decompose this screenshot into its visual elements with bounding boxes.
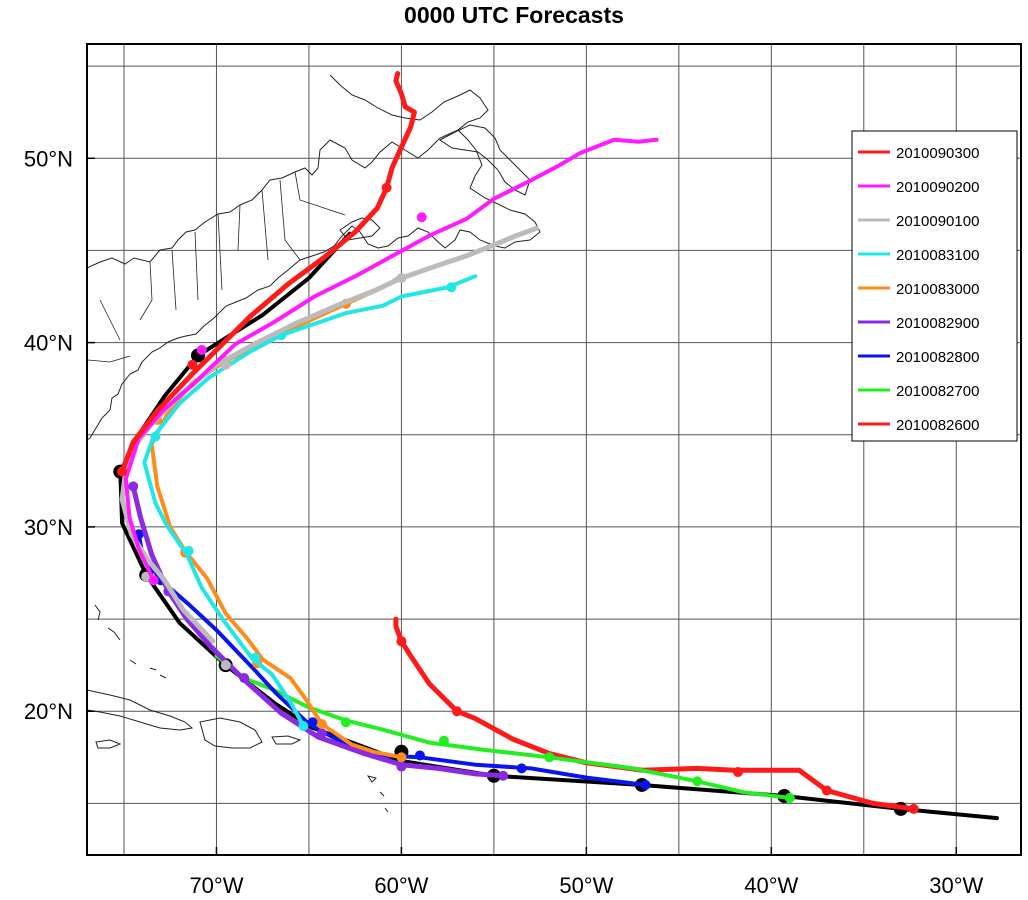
track-line [136,532,648,787]
legend: 2010090300 2010090200 2010090100 2010083100… [851,130,1018,442]
coastline-newfoundland [439,124,531,196]
track-2010082800 [133,529,651,790]
track-2010090100 [119,225,539,671]
coastline-outlines [87,74,541,813]
track-marker [148,575,159,586]
track-marker [733,767,744,778]
coastline-cuba [87,689,194,731]
track-marker [438,735,449,746]
track-marker [239,673,250,684]
track-marker [298,720,309,731]
track-marker [416,212,427,223]
y-tick-label: 40°N [24,331,73,356]
x-tick-label: 30°W [929,873,983,898]
track-line [393,616,917,812]
x-tick-label: 40°W [744,873,798,898]
legend-label: 2010082800 [896,349,979,366]
track-marker [516,763,527,774]
track-2010082900 [128,481,509,781]
track-marker [784,792,795,803]
track-marker [396,273,407,284]
track-marker [498,770,509,781]
track-marker [692,776,703,787]
coastline-small-islands [129,659,167,679]
track-2010083100 [142,274,478,731]
track-marker [128,481,139,492]
track-marker [316,728,327,739]
track-marker [396,636,407,647]
coastline-puerto-rico [271,735,302,745]
x-tick-label: 50°W [559,873,613,898]
coastline-jamaica [95,739,122,749]
track-marker [150,431,161,442]
x-tick-label: 60°W [374,873,428,898]
track-marker [187,359,198,370]
track-marker [396,752,407,763]
track-marker [446,282,457,293]
legend-label: 2010090300 [896,145,979,162]
legend-label: 2010090200 [896,179,979,196]
track-marker [117,466,128,477]
forecast-tracks [113,71,999,821]
legend-label: 2010082900 [896,315,979,332]
axis-labels: 70°W 60°W 50°W 40°W 30°W 50°N 40°N 30°N 20°N [24,146,984,898]
track-line [130,483,506,779]
track-marker [196,344,207,355]
track-marker [451,706,462,717]
track-line [142,274,478,728]
legend-label: 2010083000 [896,281,979,298]
legend-label: 2010082700 [896,383,979,400]
track-2010090300 [117,71,417,477]
y-tick-label: 20°N [24,699,73,724]
track-marker [220,660,231,671]
track-line [119,71,417,475]
y-tick-label: 50°N [24,146,73,171]
map-frame [86,43,1022,856]
track-line [149,274,404,760]
x-tick-label: 70°W [189,873,243,898]
track-marker [640,779,651,790]
coastline-bahamas-1 [94,604,101,621]
y-tick-label: 30°N [24,515,73,540]
track-marker [220,359,231,370]
state-borders [87,171,346,363]
track-marker [307,717,318,728]
coastline-labrador [329,74,489,131]
track-marker [340,717,351,728]
track-2010083000 [149,274,407,763]
legend-label: 2010090100 [896,213,979,230]
track-marker [381,182,392,193]
coastline-bahamas-2 [107,627,121,641]
legend-label: 2010082600 [896,417,979,434]
track-marker [414,750,425,761]
track-line [123,137,659,583]
coastline-hispaniola [199,717,263,749]
coastline-north-america [87,129,541,441]
map-title: 0000 UTC Forecasts [404,2,624,28]
track-marker [183,545,194,556]
track-marker [250,652,261,663]
coastline-lesser-antilles [366,775,389,813]
track-marker [821,785,832,796]
coastline-nova-scotia [339,217,381,241]
track-line [119,225,539,644]
legend-label: 2010083100 [896,247,979,264]
track-2010090200 [123,137,659,586]
track-marker [908,803,919,814]
track-marker [544,752,555,763]
track-marker [396,761,407,772]
track-marker [316,719,327,730]
